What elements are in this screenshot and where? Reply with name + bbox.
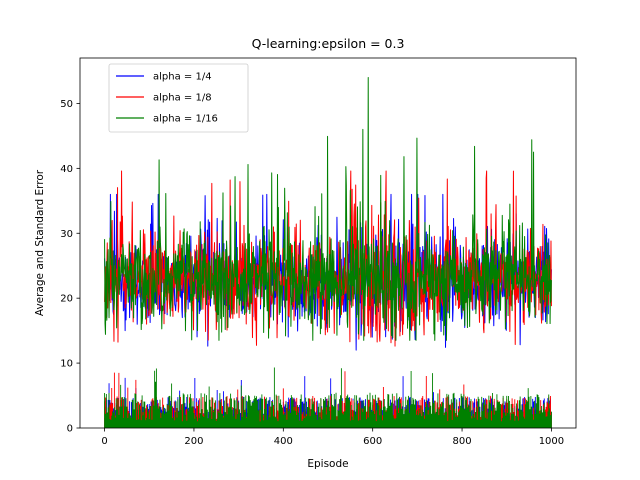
x-tick-label: 200: [184, 436, 203, 447]
mean-line-series-3: [104, 76, 552, 341]
y-tick-label: 10: [60, 359, 73, 370]
y-tick-label: 20: [60, 294, 73, 305]
stderr-layer: [104, 367, 552, 428]
x-axis: 0 200 400 600 800 1000: [101, 428, 564, 447]
x-tick-label: 600: [363, 436, 382, 447]
y-tick-label: 40: [60, 164, 73, 175]
y-axis: 0 10 20 30 40 50: [60, 99, 80, 435]
series-layer: [104, 76, 552, 428]
legend-box: [108, 63, 249, 133]
x-tick-label: 0: [101, 436, 107, 447]
y-tick-label: 50: [60, 99, 73, 110]
plot-frame: [79, 57, 577, 429]
x-tick-label: 800: [453, 436, 472, 447]
x-axis-label: Episode: [307, 458, 348, 470]
legend-label: alpha = 1/8: [153, 93, 212, 104]
plot-area: [104, 76, 552, 428]
stderr-series-3: [104, 367, 552, 428]
mean-layer: [104, 76, 552, 351]
x-tick-label: 1000: [539, 436, 564, 447]
y-tick-label: 30: [60, 229, 73, 240]
legend-label: alpha = 1/4: [153, 72, 212, 83]
y-tick-label: 0: [67, 424, 73, 435]
x-tick-label: 400: [274, 436, 293, 447]
legend-label: alpha = 1/16: [153, 114, 218, 125]
chart-title: Q-learning:epsilon = 0.3: [252, 36, 405, 51]
legend: alpha = 1/4 alpha = 1/8 alpha = 1/16: [108, 63, 249, 133]
y-axis-label: Average and Standard Error: [34, 169, 46, 316]
